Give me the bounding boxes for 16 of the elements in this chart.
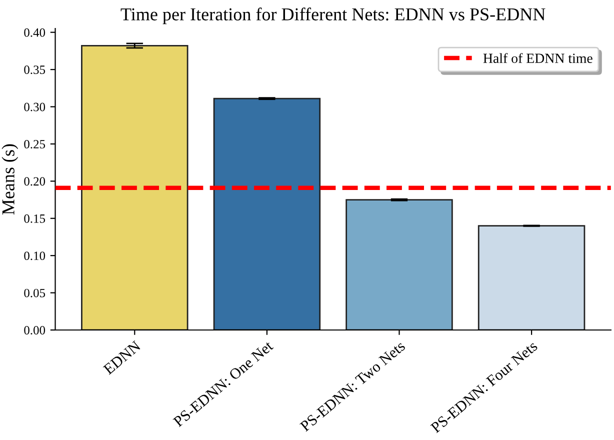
y-tick-label: 0.35 xyxy=(24,66,46,74)
bar xyxy=(346,199,453,330)
bar xyxy=(213,98,321,330)
y-tick-label: 0.05 xyxy=(24,288,46,298)
y-tick-label: 0.30 xyxy=(24,102,46,112)
y-tick-label: 0.00 xyxy=(24,326,46,335)
y-tick-label: 0.20 xyxy=(24,177,46,186)
bar xyxy=(81,45,188,330)
y-tick-label: 0.10 xyxy=(24,252,46,260)
legend-label: Half of EDNN time xyxy=(483,53,592,64)
y-tick-label: 0.40 xyxy=(24,28,46,37)
y-tick-label: 0.15 xyxy=(24,214,46,223)
bar xyxy=(478,225,586,330)
chart-title: Time per Iteration for Different Nets: EDNN vs PS-EDNN xyxy=(120,8,546,24)
y-tick-label: 0.25 xyxy=(24,140,46,148)
y-axis-title: Means (s) xyxy=(2,144,18,215)
